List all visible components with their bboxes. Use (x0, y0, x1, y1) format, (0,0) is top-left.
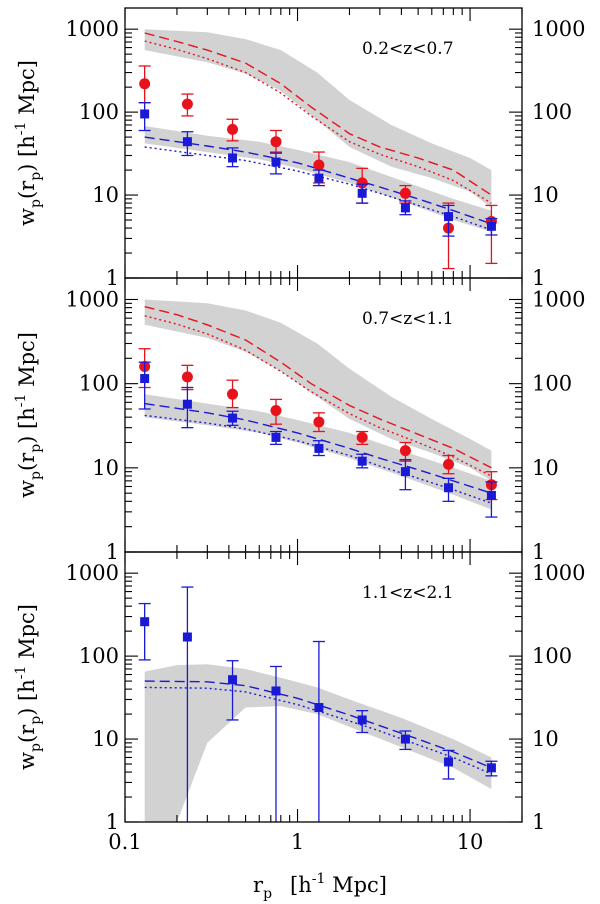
x-axis-label: rp [h-1 Mpc] (253, 871, 387, 902)
data-point-red (270, 136, 282, 148)
y-tick-label: 1 (106, 540, 119, 564)
y-tick-label-right: 1000 (532, 287, 585, 311)
svg-text:rp[h-1 Mpc]: rp [h-1 Mpc] (253, 871, 387, 902)
y-tick-label-right: 1 (532, 810, 545, 834)
data-point-blue (400, 734, 410, 744)
y-tick-label-right: 100 (532, 644, 572, 668)
y-tick-label-right: 1000 (532, 17, 585, 41)
y-tick-label-right: 1 (532, 266, 545, 290)
y-tick-label: 100 (79, 372, 119, 396)
model-dotted-red (144, 315, 492, 477)
data-point-red (227, 388, 239, 400)
y-tick-label: 1 (106, 810, 119, 834)
y-tick-label: 100 (79, 100, 119, 124)
data-point-red (399, 445, 411, 457)
model-dashed-blue (144, 136, 492, 225)
data-point-red (181, 371, 193, 383)
model-dotted-red (144, 40, 492, 204)
panel-redshift-label: 1.1<z<2.1 (362, 583, 454, 603)
data-point-red (313, 159, 325, 171)
y-tick-label: 1000 (66, 287, 119, 311)
x-tick-label: 10 (457, 830, 484, 854)
data-point-blue (182, 632, 192, 642)
data-point-red (227, 123, 239, 135)
model-band-blue (144, 126, 492, 232)
x-tick-label: 0.1 (108, 830, 141, 854)
y-tick-label: 10 (92, 456, 119, 480)
data-point-blue (400, 203, 410, 213)
data-point-blue (444, 212, 454, 222)
data-point-blue (357, 188, 367, 198)
panel-low-z: 1 1 10 10 100 100 1000 1000 0.2<z<0.7 wp(rp) [h-1… (13, 7, 585, 290)
y-axis-label: wp(rp) [h-1 Mpc] (13, 60, 44, 226)
model-dashed-red (144, 306, 492, 469)
data-point-red (356, 177, 368, 189)
data-point-blue (140, 617, 150, 627)
data-point-blue (444, 757, 454, 767)
y-axis-label: wp(rp) [h-1 Mpc] (13, 604, 44, 770)
data-point-blue (228, 153, 238, 163)
panel-redshift-label: 0.7<z<1.1 (362, 309, 454, 329)
data-point-blue (314, 703, 324, 713)
y-axis-label: wp(rp) [h-1 Mpc] (13, 332, 44, 498)
y-tick-label-right: 10 (532, 727, 559, 751)
model-band-blue (144, 394, 492, 510)
model-band-blue (144, 664, 492, 822)
y-tick-label-right: 100 (532, 100, 572, 124)
data-point-red (181, 98, 193, 110)
y-tick-label: 1 (106, 266, 119, 290)
panel-mid-z: 1 1 10 10 100 100 1000 1000 0.7<z<1.1 wp(rp) [h-1… (13, 277, 585, 564)
data-point-blue (444, 483, 454, 493)
panel-redshift-label: 0.2<z<0.7 (362, 39, 454, 59)
y-tick-label: 100 (79, 644, 119, 668)
data-point-blue (140, 374, 150, 384)
model-dotted-blue (144, 686, 492, 775)
data-point-red (443, 458, 455, 470)
data-point-blue (314, 173, 324, 183)
data-point-red (399, 187, 411, 199)
model-dotted-blue (144, 146, 492, 231)
y-tick-label-right: 10 (532, 456, 559, 480)
data-point-blue (486, 490, 496, 500)
panel-frame (124, 551, 523, 823)
data-point-blue (228, 675, 238, 685)
model-dashed-red (144, 32, 492, 196)
data-point-red (313, 416, 325, 428)
y-tick-label: 10 (92, 727, 119, 751)
model-band-red (144, 29, 492, 208)
y-tick-label: 1000 (66, 17, 119, 41)
data-point-blue (400, 467, 410, 477)
y-tick-label-right: 1 (532, 540, 545, 564)
model-dashed-blue (144, 402, 492, 494)
data-point-blue (271, 686, 281, 696)
y-tick-label: 1000 (66, 561, 119, 585)
data-point-blue (182, 399, 192, 409)
data-point-blue (314, 443, 324, 453)
y-tick-label-right: 100 (532, 372, 572, 396)
data-point-blue (271, 157, 281, 167)
y-tick-label-right: 1000 (532, 561, 585, 585)
data-point-blue (486, 763, 496, 773)
y-tick-label-right: 10 (532, 183, 559, 207)
model-dotted-blue (144, 414, 492, 504)
data-point-blue (357, 715, 367, 725)
data-point-red (270, 404, 282, 416)
y-tick-label: 10 (92, 183, 119, 207)
data-point-blue (140, 109, 150, 119)
data-point-red (356, 431, 368, 443)
data-point-blue (182, 137, 192, 147)
data-point-blue (228, 413, 238, 423)
data-point-blue (357, 456, 367, 466)
data-point-blue (271, 432, 281, 442)
model-dashed-blue (144, 680, 492, 769)
data-point-red (139, 78, 151, 90)
x-tick-label: 1 (291, 830, 304, 854)
data-point-blue (486, 221, 496, 231)
